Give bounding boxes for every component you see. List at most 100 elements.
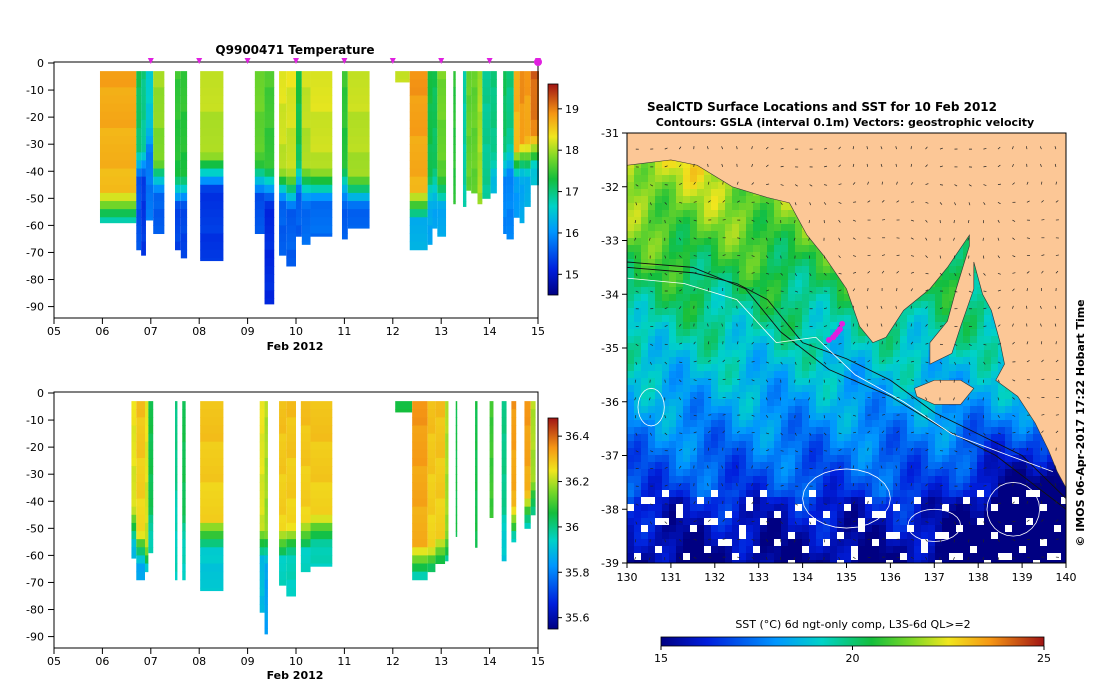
sst-cell [816,406,824,414]
profile-cell [175,201,181,210]
profile-cell [437,119,447,129]
profile-cell [300,441,311,451]
profile-cell [310,490,333,500]
sst-cell [984,497,992,505]
profile-cell [264,547,268,556]
sst-cell [921,427,929,435]
sst-cell [942,434,950,442]
sst-cell [718,245,726,253]
sst-cell [886,511,894,519]
sst-cell [711,224,719,232]
sst-cell [977,413,985,421]
sst-cell [690,371,698,379]
sst-cell [676,350,684,358]
sst-cell [1019,511,1027,519]
sst-cell [739,224,747,232]
sst-cell [830,420,838,428]
sst-cell [823,371,831,379]
profile-cell [412,571,428,581]
sst-cell [802,406,810,414]
profile-cell [395,79,410,83]
sst-cell [837,462,845,470]
sst-cell [669,168,677,176]
sst-cell [641,357,649,365]
sst-cell [802,378,810,386]
profile-cell [175,531,178,540]
sst-cell [928,294,936,302]
sst-cell [781,483,789,491]
profile-cell [259,514,265,524]
profile-cell [254,127,265,137]
sst-cell [914,511,922,519]
sst-cell [732,434,740,442]
sst-cell [1005,406,1013,414]
sst-cell [809,294,817,302]
sst-cell [655,350,663,358]
sst-cell [669,511,677,519]
sst-cell [795,532,803,540]
sst-cell [837,406,845,414]
sst-cell [886,420,894,428]
sst-cell [893,525,901,533]
sst-cell [711,301,719,309]
profile-cell [286,168,296,178]
profile-cell [427,441,436,451]
sst-cell [837,504,845,512]
profile-cell [341,111,348,121]
profile-cell [409,160,428,170]
profile-cell [141,127,146,137]
sst-cell [1012,483,1020,491]
sst-cell [760,273,768,281]
sst-cell [627,364,635,372]
profile-cell [136,563,145,573]
profile-cell [490,176,497,186]
sst-cell [858,483,866,491]
profile-cell [524,160,531,170]
sst-cell [725,504,733,512]
sst-cell [711,371,719,379]
sst-cell [746,224,754,232]
profile-cell [279,498,287,508]
sst-cell [655,378,663,386]
profile-cell [259,555,265,565]
sst-cell [991,378,999,386]
sst-cell [844,301,852,309]
profile-cell [286,457,296,467]
sst-cell [886,504,894,512]
profile-cell [455,417,458,426]
profile-cell [409,241,428,251]
x-tick-label: 12 [386,325,400,338]
y-tick-label: -80 [26,604,44,617]
profile-cell [200,103,224,113]
profile-cell [432,184,438,194]
profile-cell [501,474,507,483]
sst-cell [697,448,705,456]
sst-cell [830,399,838,407]
sst-cell [956,469,964,477]
colorbar-ramp [547,417,559,630]
sst-cell [956,497,964,505]
sst-cell [648,322,656,330]
sst-cell [921,322,929,330]
sst-cell [879,357,887,365]
sst-cell [823,525,831,533]
sst-cell [718,294,726,302]
profile-cell [286,103,296,113]
profile-cell [145,136,154,145]
profile-cell [409,136,428,145]
sst-cell [669,161,677,169]
sst-cell [662,182,670,190]
sst-cell [704,420,712,428]
sst-cell [767,406,775,414]
profile-cell [296,152,302,161]
profile-cell [437,184,447,194]
profile-cell [471,176,478,186]
sst-cell [732,322,740,330]
profile-cell [427,466,436,475]
sst-cell [970,301,978,309]
profile-cell [153,201,165,210]
sst-cell [627,301,635,309]
sst-cell [879,399,887,407]
y-tick-label: -40 [26,495,44,508]
profile-cell [259,457,265,467]
